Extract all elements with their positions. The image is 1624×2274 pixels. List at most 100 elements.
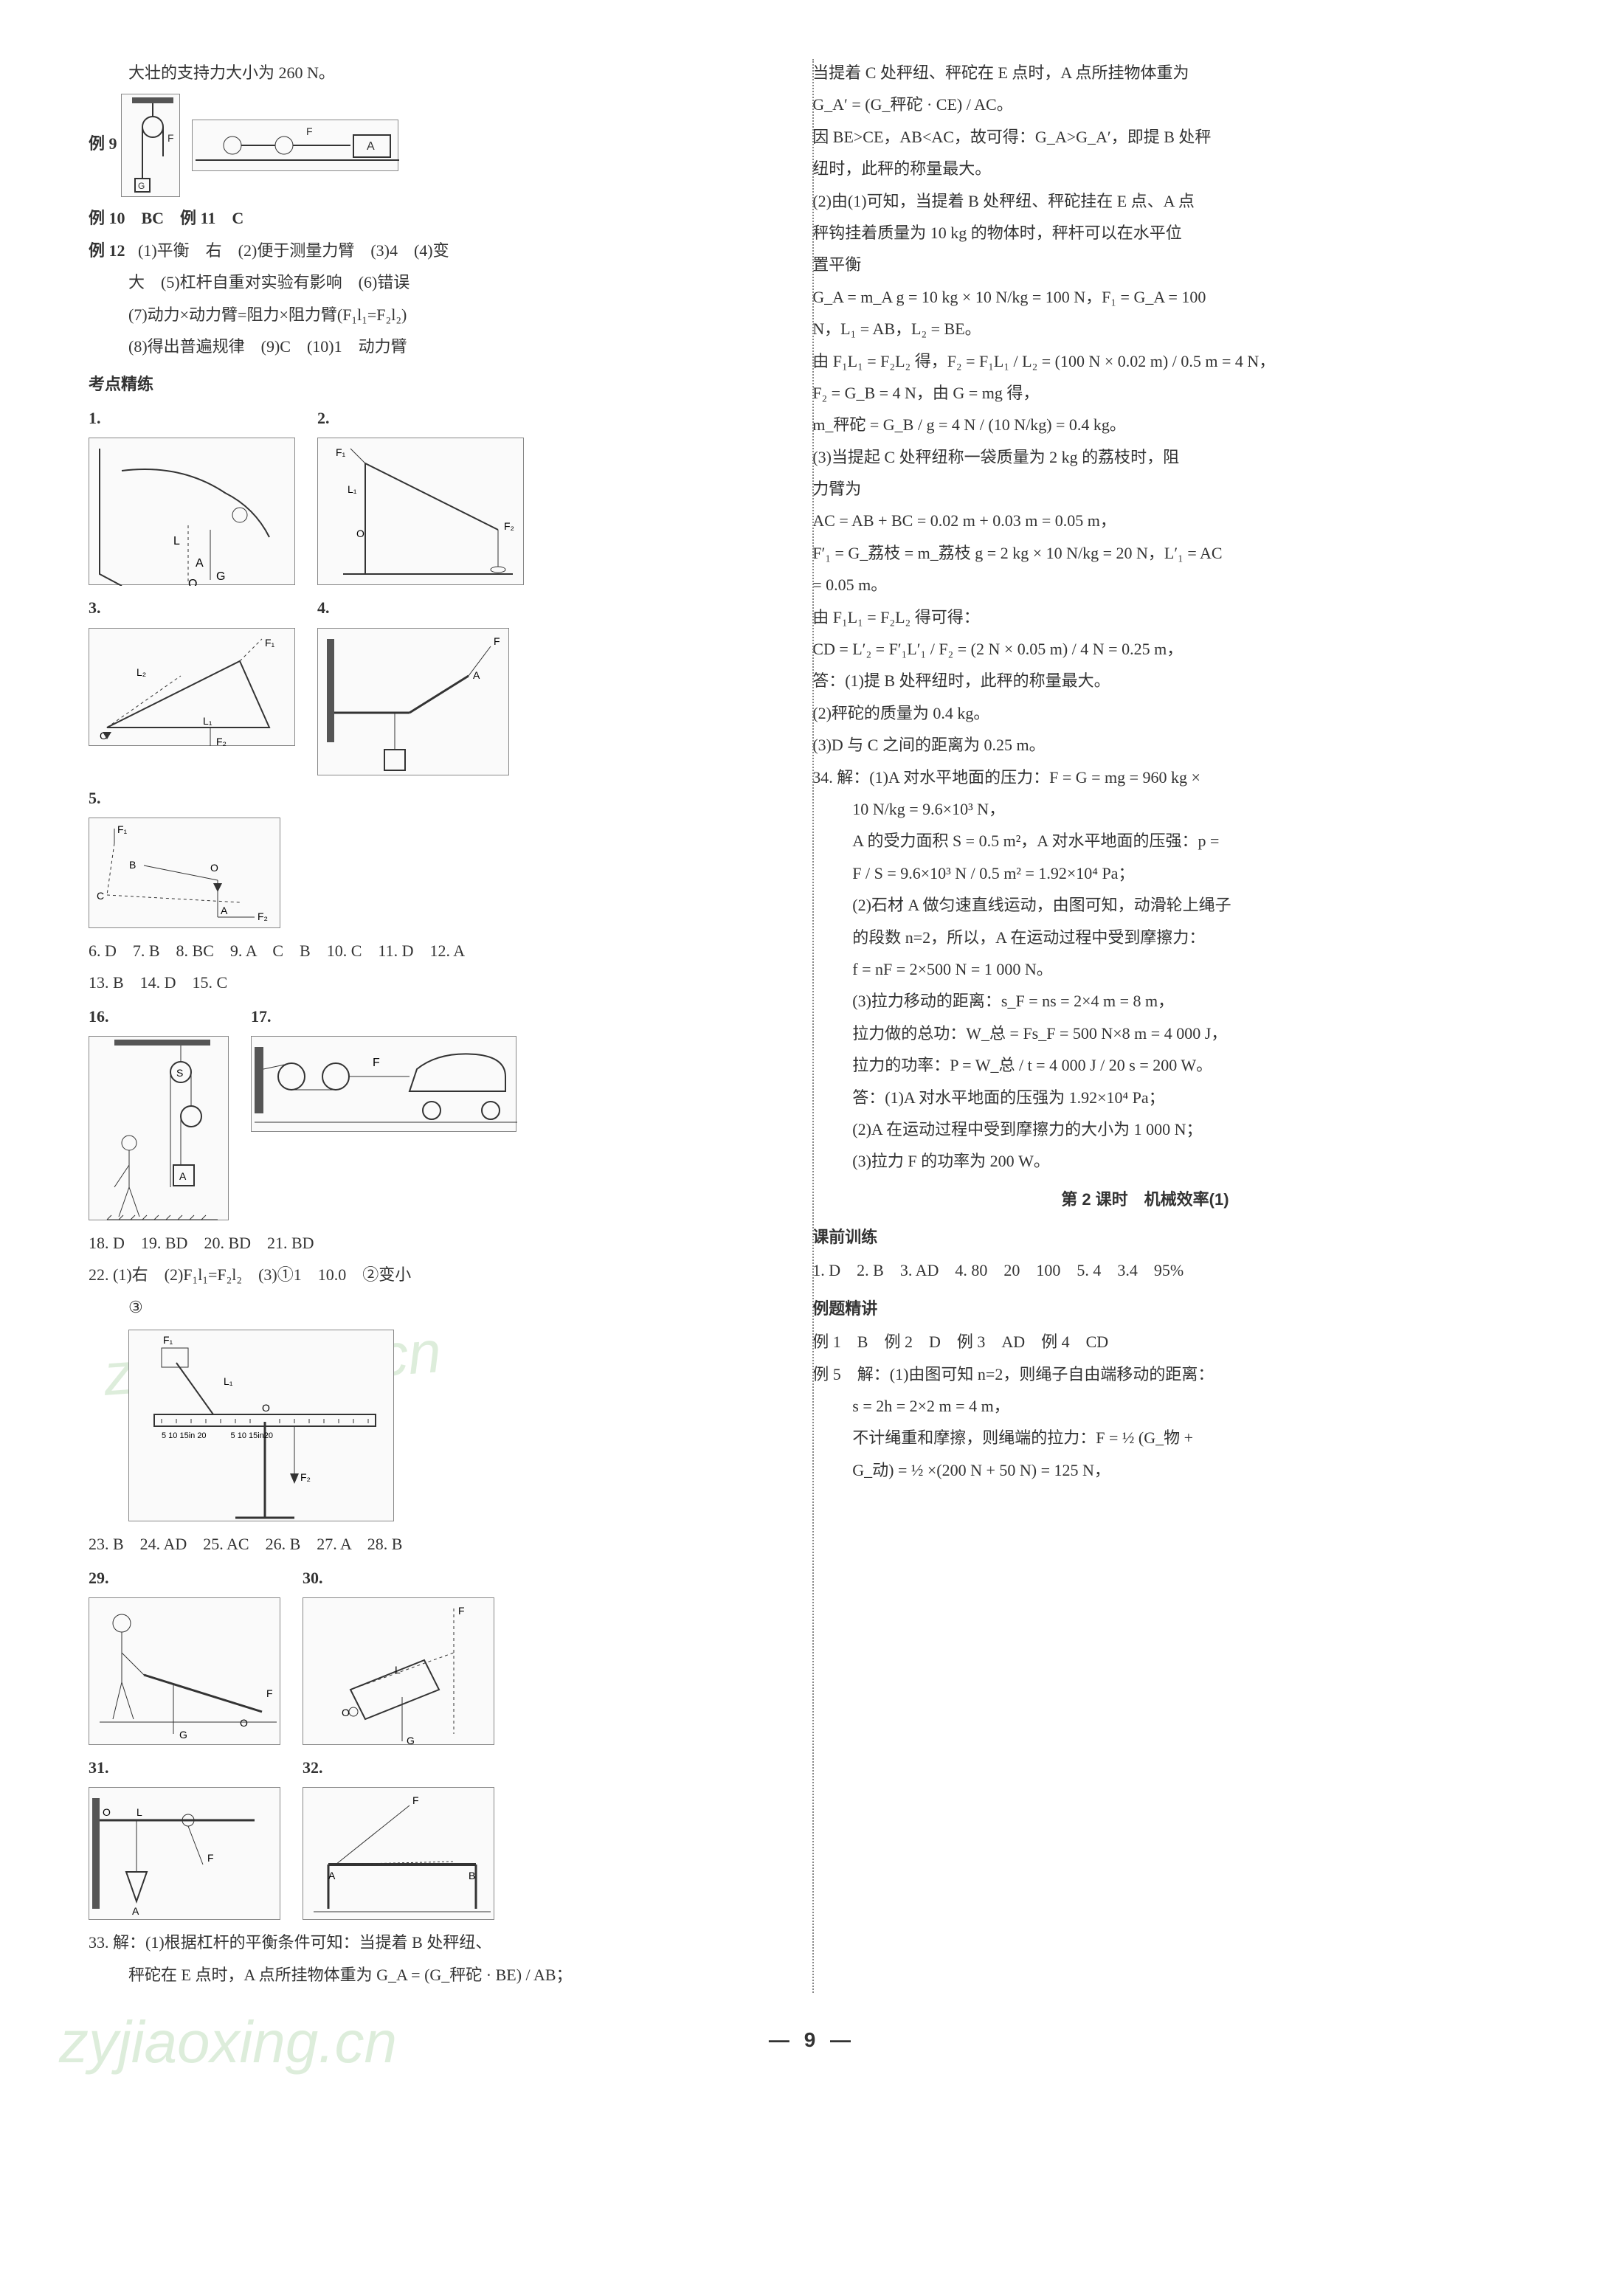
row-6-12: 6. D 7. B 8. BC 9. A C B 10. C 11. D 12.…: [89, 937, 753, 964]
diagram-4: AF: [317, 628, 509, 775]
diagram-5: F₁ C B O A F₂: [89, 818, 280, 928]
svg-text:F₁: F₁: [336, 446, 346, 458]
svg-text:G: G: [138, 181, 145, 191]
ex5-l2: s = 2h = 2×2 m = 4 m，: [812, 1392, 1477, 1420]
svg-text:F₂: F₂: [258, 910, 268, 922]
q34-l7: f = nF = 2×500 N = 1 000 N。: [812, 955, 1477, 983]
fig32-label: 32.: [303, 1754, 502, 1781]
svg-text:5 10 15in 20 5 10 15in20: 5 10 15in 20 5 10 15in20: [162, 1431, 273, 1440]
fig-row-3-4: 3. F₁L₂OL₁F₂ 4. AF: [89, 594, 753, 778]
r-l21: (2)秤砣的质量为 0.4 kg。: [812, 699, 1477, 727]
diagram-9a: F G: [121, 94, 180, 197]
fig17-label: 17.: [251, 1003, 524, 1030]
fig3-label: 3.: [89, 594, 303, 621]
ex12-l1: (1)平衡 右 (2)便于测量力臂 (3)4 (4)变: [138, 241, 449, 260]
r-l18: 由 F₁L₁ = F₂L₂ 得可得：: [812, 604, 1477, 631]
diagram-32: FAB: [303, 1787, 494, 1920]
q34-l6: 的段数 n=2，所以，A 在运动过程中受到摩擦力：: [812, 924, 1477, 951]
q22-l1: 22. (1)右 (2)F₁l₁=F₂l₂ (3)①1 10.0 ②变小: [89, 1261, 753, 1288]
fig2-label: 2.: [317, 404, 531, 432]
svg-text:O: O: [342, 1707, 350, 1718]
svg-text:O: O: [188, 578, 197, 586]
svg-text:G: G: [216, 570, 225, 583]
r-l13: (3)当提起 C 处秤纽称一袋质量为 2 kg 的荔枝时，阻: [812, 443, 1477, 471]
svg-text:O: O: [356, 528, 364, 539]
r-l16: F′₁ = G_荔枝 = m_荔枝 g = 2 kg × 10 N/kg = 2…: [812, 539, 1477, 567]
svg-text:F: F: [167, 132, 174, 144]
r-l22: (3)D 与 C 之间的距离为 0.25 m。: [812, 731, 1477, 758]
fig-row-29-30: 29. OGF 30. FLOG: [89, 1564, 753, 1748]
fig-row-16-17: 16. SA 17. F: [89, 1003, 753, 1223]
svg-text:G: G: [407, 1735, 415, 1746]
r-l7: 置平衡: [812, 251, 1477, 278]
ex9-row: 例 9 F G: [89, 91, 753, 200]
svg-text:C: C: [97, 890, 104, 902]
svg-text:A: A: [179, 1170, 187, 1182]
fig16-label: 16.: [89, 1003, 236, 1030]
q34-l9: 拉力做的总功：W_总 = Fs_F = 500 N×8 m = 4 000 J，: [812, 1020, 1477, 1047]
svg-text:A: A: [328, 1870, 336, 1881]
diagram-31: OLFA: [89, 1787, 280, 1920]
q34-l8: (3)拉力移动的距离：s_F = ns = 2×4 m = 8 m，: [812, 987, 1477, 1015]
fig5: 5. F₁ C B O A F₂: [89, 784, 288, 931]
diagram-9b: F A: [192, 120, 398, 171]
fig5-label: 5.: [89, 784, 288, 812]
svg-text:O: O: [240, 1717, 248, 1729]
svg-text:A: A: [473, 669, 480, 681]
fig-row-1-2: 1. LAGO 2. F₁L₁OF₂: [89, 404, 753, 588]
q34-l2: 10 N/kg = 9.6×10³ N，: [812, 795, 1477, 823]
right-column: 当提着 C 处秤纽、秤砣在 E 点时，A 点所挂物体重为 G_A′ = (G_秤…: [783, 59, 1477, 1993]
svg-text:F: F: [373, 1057, 380, 1069]
heading-kqxl: 课前训练: [812, 1223, 1477, 1251]
svg-text:G: G: [179, 1729, 187, 1741]
ex10-11: 例 10 BC 例 11 C: [89, 204, 753, 232]
fig4-label: 4.: [317, 594, 516, 621]
ex12-row1: 例 12 (1)平衡 右 (2)便于测量力臂 (3)4 (4)变: [89, 237, 753, 264]
page-number: — 9 —: [89, 2022, 1535, 2058]
svg-text:L₂: L₂: [137, 666, 146, 678]
diagram-3: F₁L₂OL₁F₂: [89, 628, 295, 746]
r-l9: N，L₁ = AB，L₂ = BE。: [812, 315, 1477, 342]
diagram-2: F₁L₁OF₂: [317, 438, 524, 585]
ex12-l3: (7)动力×动力臂=阻力×阻力臂(F₁l₁=F₂l₂): [89, 301, 753, 328]
svg-text:F₁: F₁: [117, 823, 128, 835]
svg-text:A: A: [132, 1905, 139, 1917]
r-l5: (2)由(1)可知，当提着 B 处秤纽、秤砣挂在 E 点、A 点: [812, 187, 1477, 215]
fig16: 16. SA: [89, 1003, 236, 1223]
svg-text:B: B: [129, 859, 136, 871]
svg-text:F₁: F₁: [265, 637, 275, 649]
diagram-30: F L O G: [303, 1597, 494, 1745]
svg-text:L₁: L₁: [224, 1375, 233, 1387]
svg-text:L: L: [173, 535, 180, 547]
fig-row-22: O5 10 15in 20 5 10 15in20L₁F₁F₂: [89, 1327, 753, 1524]
diagram-1: L AG O: [89, 438, 295, 585]
svg-text:F: F: [458, 1605, 465, 1617]
r-l8: G_A = m_A g = 10 kg × 10 N/kg = 100 N，F₁…: [812, 283, 1477, 311]
heading-kaodian: 考点精练: [89, 370, 753, 398]
svg-text:F: F: [266, 1687, 273, 1699]
svg-text:F: F: [207, 1852, 214, 1864]
svg-text:L: L: [395, 1664, 401, 1676]
r-l11: F₂ = G_B = 4 N，由 G = mg 得，: [812, 379, 1477, 407]
diagram-17: F: [251, 1036, 516, 1132]
svg-text:A: A: [196, 557, 204, 570]
q34-l5: (2)石材 A 做匀速直线运动，由图可知，动滑轮上绳子: [812, 891, 1477, 919]
q22-l2: ③: [89, 1293, 753, 1321]
ex5-l4: G_动) = ½ ×(200 N + 50 N) = 125 N，: [812, 1456, 1477, 1484]
svg-text:O: O: [210, 862, 218, 874]
q34-l11: 答：(1)A 对水平地面的压强为 1.92×10⁴ Pa；: [812, 1084, 1477, 1111]
fig2: 2. F₁L₁OF₂: [317, 404, 531, 588]
ex9-label: 例 9: [89, 134, 117, 153]
r-l10: 由 F₁L₁ = F₂L₂ 得，F₂ = F₁L₁ / L₂ = (100 N …: [812, 348, 1477, 375]
q34-l13: (3)拉力 F 的功率为 200 W。: [812, 1147, 1477, 1175]
svg-text:F₂: F₂: [300, 1471, 311, 1483]
diagram-29: O G F: [89, 1597, 280, 1745]
left-column: 大壮的支持力大小为 260 N。 例 9 F G: [89, 59, 783, 1993]
section-2-title: 第 2 课时 机械效率(1): [812, 1186, 1477, 1213]
r-l17: = 0.05 m。: [812, 571, 1477, 598]
pulley-icon: F G: [125, 97, 181, 195]
ex12-l4: (8)得出普遍规律 (9)C (10)1 动力臂: [89, 333, 753, 360]
svg-text:L₁: L₁: [348, 483, 357, 495]
fig32: 32. FAB: [303, 1754, 502, 1923]
svg-text:A: A: [221, 905, 228, 916]
